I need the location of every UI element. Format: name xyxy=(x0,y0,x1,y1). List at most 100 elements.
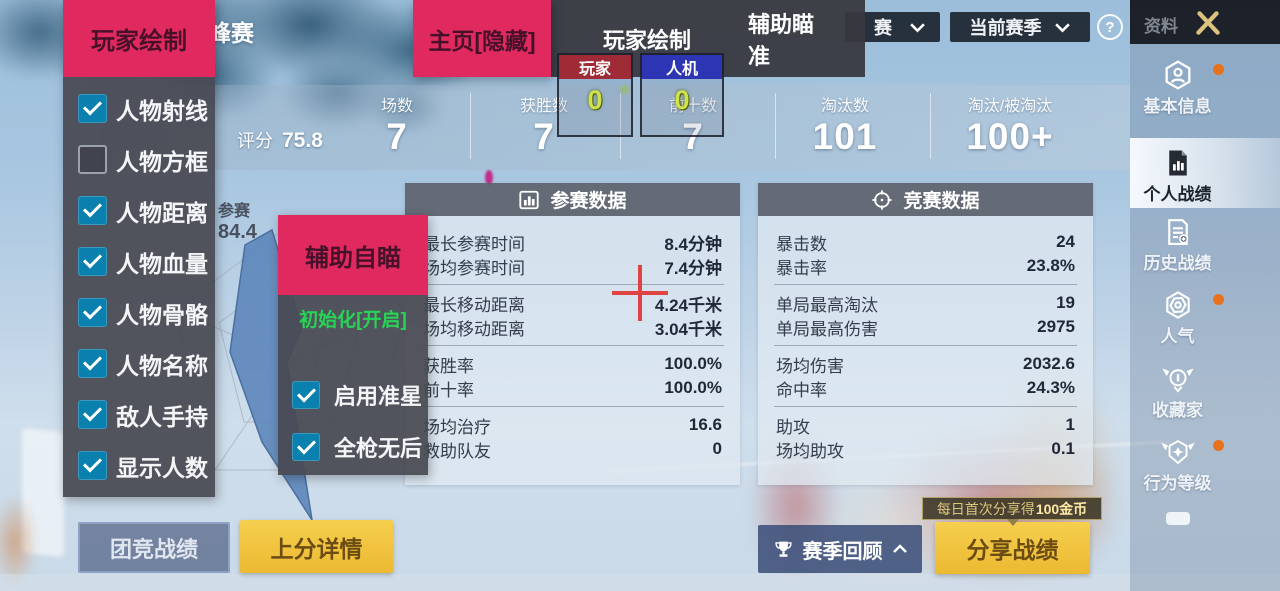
help-icon[interactable]: ? xyxy=(1097,14,1123,40)
tab-aim-assist[interactable]: 辅助瞄准 xyxy=(748,11,815,69)
stat-row: 场均助攻 0.1 xyxy=(758,437,1093,461)
stat-eliminations: 淘汰数 101 xyxy=(770,92,920,159)
panel-title: 竞赛数据 xyxy=(903,191,980,212)
sidebar-item-history-record[interactable]: 历史战绩 xyxy=(1130,215,1225,274)
aim-assist-menu-title[interactable]: 辅助自瞄 xyxy=(278,215,428,295)
stats-summary-bar xyxy=(100,85,1130,170)
season-dropdown[interactable]: 当前赛季 xyxy=(950,12,1090,42)
group-divider xyxy=(774,345,1077,346)
group-divider xyxy=(421,345,724,346)
row-value: 2032.6 xyxy=(1023,354,1075,373)
home-hide-button[interactable]: 主页[隐藏] xyxy=(413,0,551,77)
player-draw-menu-title[interactable]: 玩家绘制 xyxy=(63,0,215,77)
menu-item-label: 人物骨骼 xyxy=(116,301,208,328)
close-icon[interactable] xyxy=(1192,7,1224,39)
radar-score: 参赛 84.4 xyxy=(218,201,257,243)
checkbox[interactable] xyxy=(292,433,320,461)
menu-item-label: 人物血量 xyxy=(116,250,208,277)
stat-row: 救助队友 0 xyxy=(405,437,740,461)
menu-item-name[interactable]: 人物名称 xyxy=(63,338,215,389)
checkbox[interactable] xyxy=(78,145,107,174)
menu-item-skeleton[interactable]: 人物骨骼 xyxy=(63,287,215,338)
row-label: 单局最高伤害 xyxy=(776,319,878,339)
stat-group: 暴击数 24 暴击率 23.8% xyxy=(758,224,1093,284)
stat-matches: 场数 7 xyxy=(322,92,472,159)
sidebar-item-popularity[interactable]: 人气 xyxy=(1130,288,1225,347)
stat-kd: 淘汰/被淘汰 100+ xyxy=(935,92,1085,159)
init-status-text[interactable]: 初始化[开启] xyxy=(299,310,407,331)
sidebar-item-label: 行为等级 xyxy=(1143,474,1212,493)
row-value: 3.04千米 xyxy=(654,319,722,339)
menu-item-distance[interactable]: 人物距离 xyxy=(63,185,215,236)
checkbox[interactable] xyxy=(78,349,107,378)
sidebar-item-label: 历史战绩 xyxy=(1143,254,1212,273)
bottom-band xyxy=(0,574,1280,591)
menu-item-ray[interactable]: 人物射线 xyxy=(63,83,215,134)
tab-player-draw[interactable]: 玩家绘制 xyxy=(602,27,692,53)
stat-row: 前十率 100.0% xyxy=(405,376,740,400)
chevron-down-icon xyxy=(910,22,925,32)
bar-chart-icon xyxy=(519,190,540,209)
checkbox[interactable] xyxy=(78,298,107,327)
checkbox[interactable] xyxy=(292,381,320,409)
notification-badge xyxy=(1213,440,1224,451)
sidebar-item-behavior-level[interactable]: 行为等级 xyxy=(1130,435,1225,494)
player-counter: 玩家 0 xyxy=(557,53,633,137)
row-label: 暴击数 xyxy=(776,234,827,254)
checkbox[interactable] xyxy=(78,247,107,276)
menu-item-health[interactable]: 人物血量 xyxy=(63,236,215,287)
row-value: 16.6 xyxy=(688,415,722,434)
score-label: 评分 xyxy=(237,131,273,151)
share-record-button[interactable]: 分享战绩 xyxy=(935,522,1090,574)
row-value: 0 xyxy=(712,439,722,458)
stat-row: 暴击率 23.8% xyxy=(758,254,1093,278)
bot-counter: 人机 0 xyxy=(640,53,724,137)
row-label: 场均助攻 xyxy=(776,441,844,461)
season-review-button[interactable]: 赛季回顾 xyxy=(758,525,922,573)
row-value: 24 xyxy=(1056,232,1075,251)
menu-item-no-recoil[interactable]: 全枪无后 xyxy=(278,421,428,473)
row-label: 最长移动距离 xyxy=(423,295,525,315)
hexagon-person-icon xyxy=(1165,60,1190,90)
row-label: 救助队友 xyxy=(423,441,491,461)
row-label: 获胜率 xyxy=(423,356,474,376)
stat-row: 场均治疗 16.6 xyxy=(405,413,740,437)
stat-label: 场数 xyxy=(380,98,413,115)
notification-badge xyxy=(1213,64,1224,75)
stat-value: 7 xyxy=(386,116,408,157)
row-value: 100.0% xyxy=(664,378,722,397)
tooltip-text: 每日首次分享得 xyxy=(936,500,1035,517)
sidebar-item-label: 人气 xyxy=(1160,327,1195,346)
stat-divider xyxy=(775,93,776,159)
menu-item-weapon[interactable]: 敌人手持 xyxy=(63,389,215,440)
stat-row: 场均参赛时间 7.4分钟 xyxy=(405,254,740,278)
menu-item-label: 全枪无后 xyxy=(333,436,422,461)
participation-panel: 参赛数据 最长参赛时间 8.4分钟 场均参赛时间 7.4分钟 最长移动距离 4.24千… xyxy=(405,183,740,485)
sidebar-item-label: 基本信息 xyxy=(1143,97,1212,116)
stat-value: 100+ xyxy=(966,116,1054,157)
rank-details-button[interactable]: 上分详情 xyxy=(240,520,393,573)
menu-item-playercount[interactable]: 显示人数 xyxy=(63,440,215,491)
menu-item-crosshair-enable[interactable]: 启用准星 xyxy=(278,369,428,421)
sidebar-pill-indicator[interactable] xyxy=(1166,512,1190,525)
sidebar-item-label: 个人战绩 xyxy=(1143,185,1212,204)
sidebar-item-personal-record[interactable]: 个人战绩 xyxy=(1130,146,1225,205)
checkbox[interactable] xyxy=(78,94,107,123)
team-record-button[interactable]: 团竞战绩 xyxy=(78,522,230,573)
sidebar-item-collector[interactable]: 收藏家 xyxy=(1130,362,1225,421)
player-counter-value: 0 xyxy=(587,85,603,115)
checkbox[interactable] xyxy=(78,400,107,429)
menu-item-box[interactable]: 人物方框 xyxy=(63,134,215,185)
bot-counter-header[interactable]: 人机 xyxy=(642,55,722,79)
checkbox[interactable] xyxy=(78,451,107,480)
player-counter-header[interactable]: 玩家 xyxy=(559,55,631,79)
row-value: 1 xyxy=(1065,415,1075,434)
mode-filter-label: 赛 xyxy=(874,18,892,38)
group-divider xyxy=(774,284,1077,285)
sidebar-item-label: 收藏家 xyxy=(1152,401,1203,420)
checkbox[interactable] xyxy=(78,196,107,225)
participation-panel-body: 最长参赛时间 8.4分钟 场均参赛时间 7.4分钟 最长移动距离 4.24千米 场均移… xyxy=(405,216,740,485)
sidebar-item-basic-info[interactable]: 基本信息 xyxy=(1130,58,1225,117)
group-divider xyxy=(421,406,724,407)
